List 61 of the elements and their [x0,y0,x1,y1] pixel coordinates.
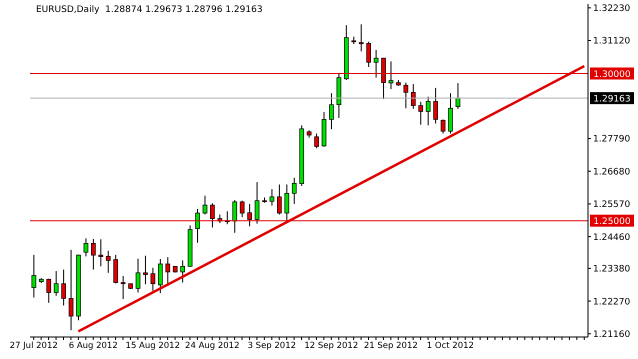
y-tick-label: 1.24460 [593,232,630,243]
candlestick [61,269,66,306]
x-tick-label: 12 Sep 2012 [304,341,358,352]
candlestick [254,182,260,224]
candlestick [314,133,319,149]
candlestick [195,208,200,244]
candlestick [284,184,290,221]
x-tick-label: 21 Sep 2012 [364,341,418,352]
chart-title: EURUSD,Daily 1.28874 1.29673 1.28796 1.29163 [36,5,263,15]
y-tick-label: 1.31120 [593,36,630,47]
candlestick [91,238,96,270]
candlestick [366,41,372,68]
candlestick [410,84,416,110]
candlestick [84,238,88,257]
candlestick [232,200,238,234]
candlestick [202,195,208,216]
candlestick [136,258,140,294]
x-tick-label: 1 Oct 2012 [426,341,474,352]
y-tick-label: 1.25570 [593,200,630,210]
candlestick [165,256,170,285]
candlestick [277,184,282,216]
x-tick-label: 6 Aug 2012 [68,341,118,352]
x-tick-label: 3 Sep 2012 [248,341,296,352]
candlestick [292,177,297,204]
candlestick [158,258,163,294]
y-tick-label: 1.27790 [593,134,630,145]
ref-line-label: 1.25000 [593,217,631,228]
ref-line-label: 1.29163 [593,94,631,105]
x-tick-label: 15 Aug 2012 [126,341,180,352]
ref-line-label: 1.30000 [593,70,631,80]
candlestick [329,92,334,130]
y-tick-label: 1.32230 [593,4,630,14]
y-tick-label: 1.21160 [593,330,630,340]
candlestick [113,254,118,284]
candlestick [404,82,408,109]
candlestick [270,188,274,206]
x-tick-label: 24 Aug 2012 [185,341,240,352]
candlestick [448,92,453,134]
candlestick [150,267,156,292]
candlestick [358,24,364,52]
candlestick [418,101,424,126]
candlestick [456,82,460,110]
candlestick [440,118,446,134]
candlestick [120,276,126,300]
candlestick [46,278,52,304]
candlestick [106,250,111,274]
candlestick [388,60,394,90]
candlestick [54,270,59,296]
candlestick [68,249,74,331]
candlestick [32,254,36,298]
y-tick-label: 1.23380 [593,264,630,275]
candlestick [240,200,245,218]
x-tick-label: 27 Jul 2012 [10,341,58,352]
candlestick [143,255,148,285]
candlestick [374,49,378,78]
candlestick [426,96,431,126]
candlestick [98,238,104,267]
candlestick [433,87,438,124]
y-tick-label: 1.26680 [593,167,630,178]
candlestick [180,260,186,284]
y-tick-label: 1.22270 [593,297,630,308]
